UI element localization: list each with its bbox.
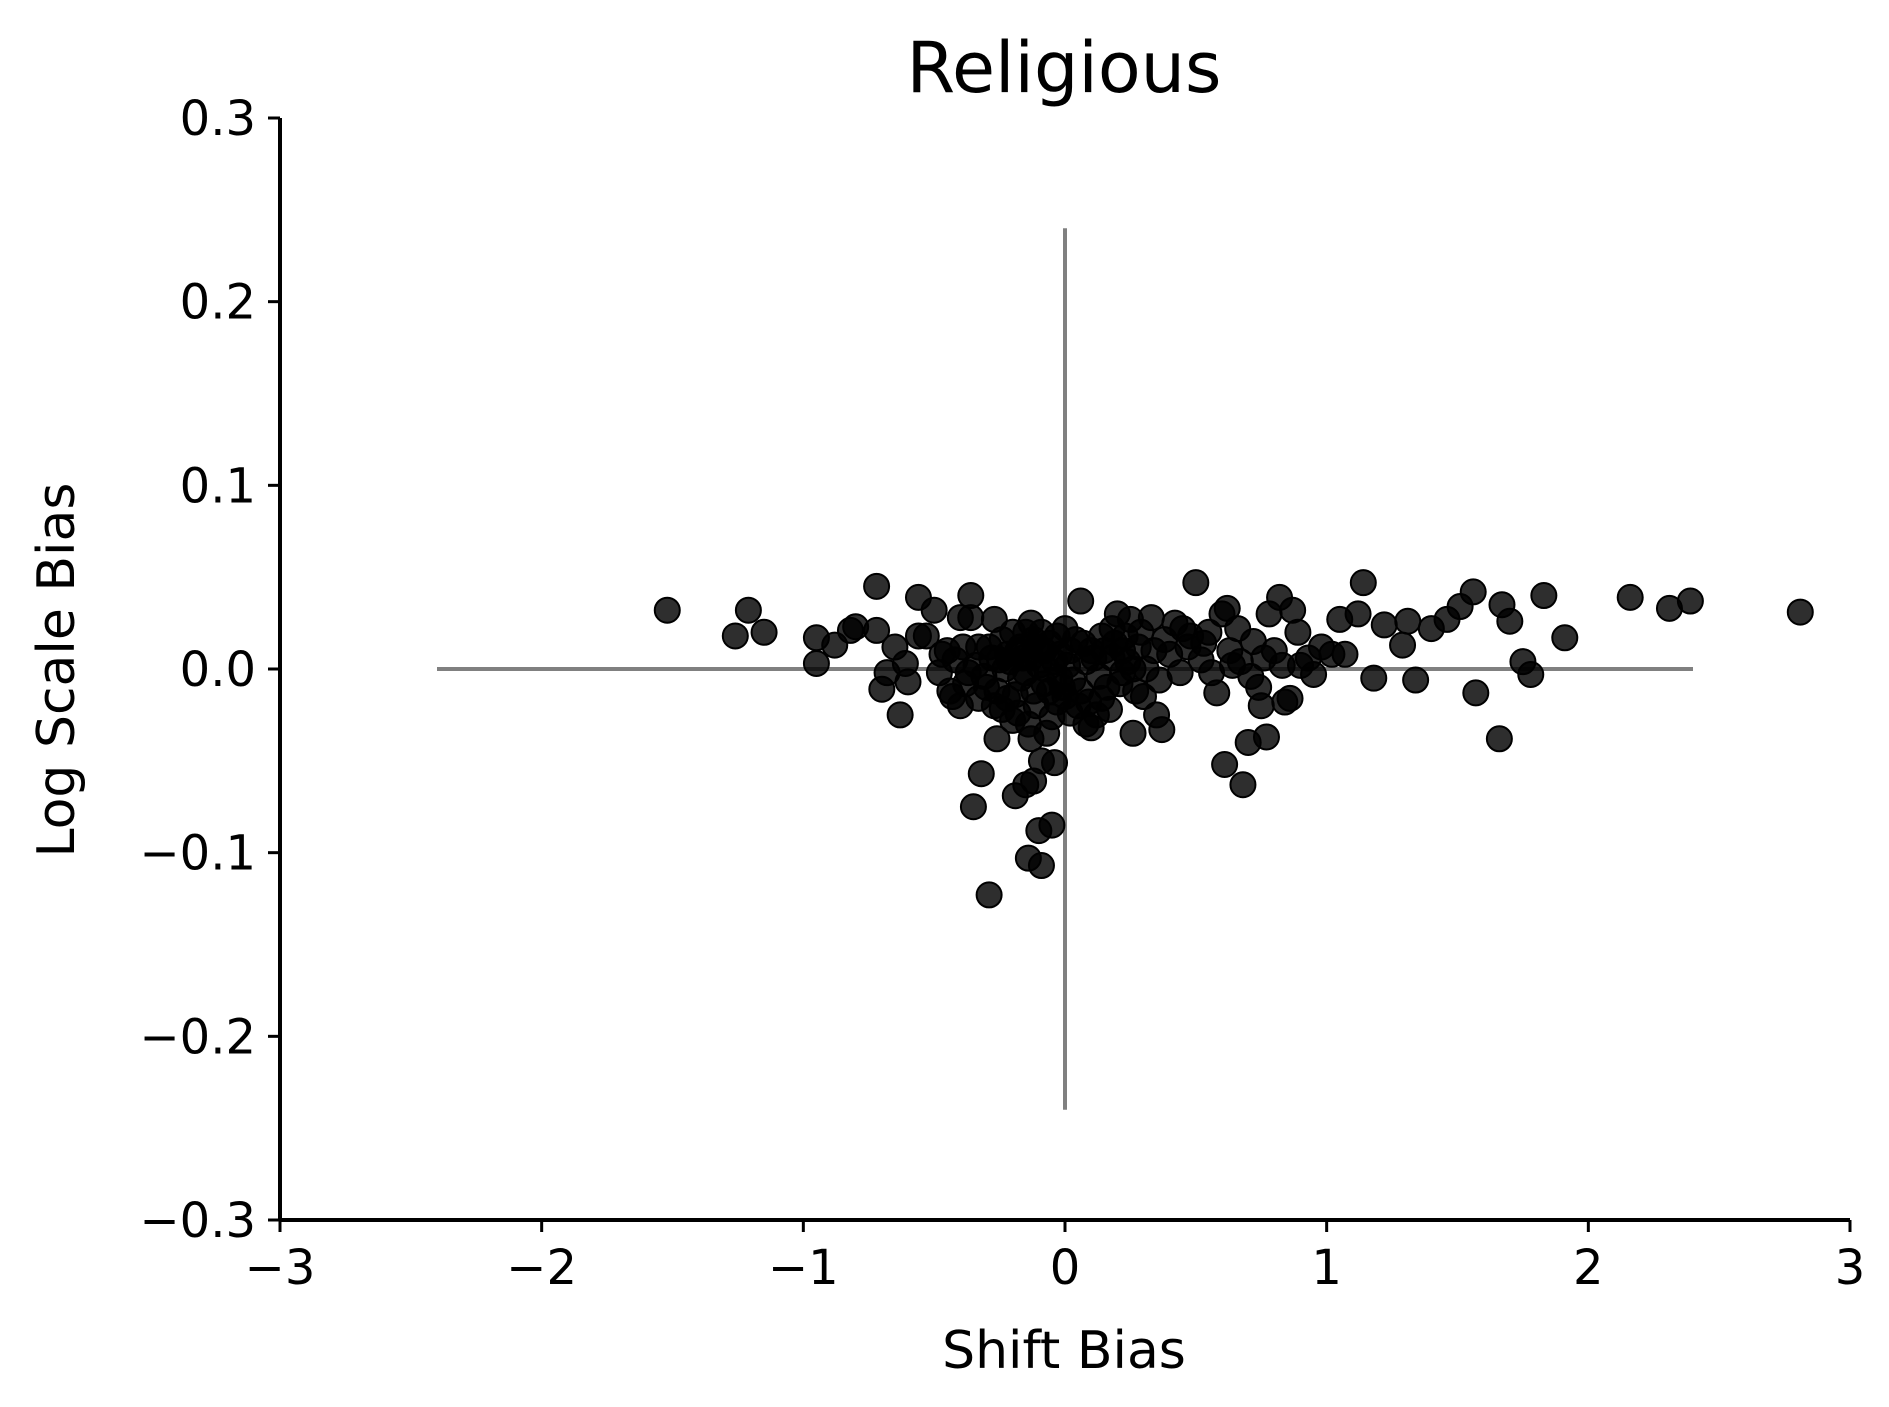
y-tick-label: −0.2 [139, 1009, 256, 1065]
scatter-point [1389, 631, 1417, 659]
scatter-point [936, 677, 964, 705]
scatter-point [920, 596, 948, 624]
scatter-point [983, 725, 1011, 753]
scatter-point [1496, 607, 1524, 635]
scatter-point [957, 604, 985, 632]
scatter-point [1485, 725, 1513, 753]
scatter-point [863, 572, 891, 600]
scatter-point [1676, 587, 1704, 615]
scatter-point [1148, 716, 1176, 744]
tick-marks: −3 −2 −1 0 1 2 3 −0.3 −0.2 −0.1 0.0 0.1 0.2 0.3 [139, 91, 1865, 1296]
y-tick-label: −0.3 [139, 1193, 256, 1249]
scatter-point [1268, 651, 1296, 679]
scatter-point [1166, 659, 1194, 687]
scatter-point [1349, 569, 1377, 597]
scatter-point [1616, 583, 1644, 611]
scatter-point [1119, 655, 1147, 683]
scatter-point [912, 622, 940, 650]
scatter-point [802, 649, 830, 677]
x-tick-label: −3 [245, 1240, 316, 1296]
scatter-point [1069, 629, 1097, 657]
scatter-point [1551, 624, 1579, 652]
chart-title: Religious [907, 27, 1222, 109]
scatter-point [1229, 771, 1257, 799]
scatter-point [1394, 607, 1422, 635]
scatter-point [1247, 692, 1275, 720]
scatter-point [1038, 811, 1066, 839]
scatter-point [1067, 587, 1095, 615]
scatter-point [1331, 640, 1359, 668]
scatter-point [999, 618, 1027, 646]
scatter-point [1014, 710, 1042, 738]
scatter-point [967, 760, 995, 788]
x-axis-label: Shift Bias [942, 1321, 1186, 1381]
scatter-point [949, 633, 977, 661]
y-tick-label: 0.1 [180, 458, 256, 514]
scatter-point [1182, 569, 1210, 597]
scatter-point [1459, 578, 1487, 606]
scatter-point [734, 596, 762, 624]
scatter-point [1294, 644, 1322, 672]
scatter-point [1284, 618, 1312, 646]
scatter-point [894, 668, 922, 696]
scatter-point [1009, 644, 1037, 672]
scatter-point [1237, 662, 1265, 690]
y-tick-label: 0.0 [180, 642, 256, 698]
scatter-point [1027, 852, 1055, 880]
scatter-point [1360, 664, 1388, 692]
x-tick-label: 1 [1311, 1240, 1342, 1296]
scatter-point [1198, 659, 1226, 687]
scatter-point [1041, 749, 1069, 777]
scatter-point [750, 618, 778, 646]
scatter-point [653, 596, 681, 624]
scatter-point [1033, 655, 1061, 683]
scatter-point [863, 616, 891, 644]
x-tick-label: 0 [1050, 1240, 1081, 1296]
scatter-point [1462, 679, 1490, 707]
x-tick-label: 3 [1835, 1240, 1866, 1296]
scatter-point [975, 881, 1003, 909]
x-tick-label: −1 [768, 1240, 839, 1296]
y-tick-label: 0.3 [180, 91, 256, 147]
scatter-point [1786, 598, 1814, 626]
scatter-point [1279, 596, 1307, 624]
data-points [653, 569, 1814, 909]
scatter-point [1370, 611, 1398, 639]
y-tick-label: 0.2 [180, 275, 256, 331]
scatter-point [721, 622, 749, 650]
scatter-point [1517, 661, 1545, 689]
scatter-point [965, 684, 993, 712]
scatter-point [1020, 677, 1048, 705]
scatter-point [1119, 719, 1147, 747]
scatter-point [1077, 714, 1105, 742]
scatter-point [1190, 629, 1218, 657]
scatter-point [1056, 699, 1084, 727]
scatter-point [954, 659, 982, 687]
scatter-point [886, 701, 914, 729]
scatter-point [1402, 666, 1430, 694]
scatter-point [959, 793, 987, 821]
scatter-point [1088, 684, 1116, 712]
scatter-point [1027, 618, 1055, 646]
scatter-point [1530, 582, 1558, 610]
y-tick-label: −0.1 [139, 826, 256, 882]
x-tick-label: 2 [1573, 1240, 1604, 1296]
scatter-point [1344, 600, 1372, 628]
scatter-point [1211, 751, 1239, 779]
scatter-point [1276, 684, 1304, 712]
scatter-point [1150, 626, 1178, 654]
scatter-point [1252, 723, 1280, 751]
x-tick-label: −2 [506, 1240, 577, 1296]
y-axis-label: Log Scale Bias [27, 483, 87, 858]
